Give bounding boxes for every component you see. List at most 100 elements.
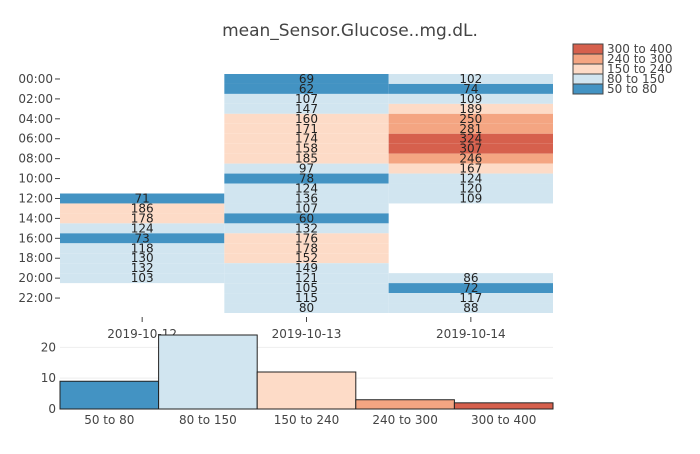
heatmap-cell: [224, 93, 389, 104]
legend-label: 300 to 400: [607, 42, 672, 56]
heatmap-cell-label: 158: [295, 142, 318, 156]
heatmap-cell: [388, 173, 553, 184]
heatmap-cell: [224, 103, 389, 114]
heatmap-cell: [388, 103, 553, 114]
y-tick-label: 22:00: [18, 291, 53, 305]
heatmap-cell-label: 69: [299, 72, 314, 86]
heatmap-cell-label: 78: [299, 172, 314, 186]
heatmap-cell-label: 118: [131, 241, 154, 255]
heatmap-cell-label: 103: [131, 271, 154, 285]
heatmap-cell-label: 132: [295, 221, 318, 235]
heatmap-cell: [388, 283, 553, 294]
heatmap-cell: [388, 193, 553, 204]
heatmap-cell: [224, 163, 389, 174]
heatmap-cell: [224, 293, 389, 304]
heatmap-cell: [60, 223, 225, 234]
y-tick-label: 06:00: [18, 132, 53, 146]
bar-x-tick-label: 150 to 240: [274, 413, 339, 427]
bar-x-tick-label: 300 to 400: [471, 413, 536, 427]
heatmap-cell-label: 246: [459, 152, 482, 166]
x-tick-label: 2019-10-13: [272, 327, 342, 341]
heatmap-cell: [224, 203, 389, 214]
heatmap-cell: [224, 263, 389, 274]
heatmap-cell: [224, 283, 389, 294]
heatmap-cell-label: 71: [135, 191, 150, 205]
heatmap-cell-label: 102: [459, 72, 482, 86]
heatmap-cell-label: 109: [459, 191, 482, 205]
heatmap-cell: [224, 183, 389, 194]
heatmap-cell-label: 72: [463, 281, 478, 295]
heatmap-cell-label: 124: [459, 172, 482, 186]
heatmap-cell: [388, 183, 553, 194]
heatmap-cell-label: 250: [459, 112, 482, 126]
bar-x-tick-label: 80 to 150: [179, 413, 237, 427]
heatmap-cell-label: 124: [295, 182, 318, 196]
bar: [256, 371, 357, 410]
heatmap-cell-label: 176: [295, 231, 318, 245]
bar-y-tick-label: 20: [41, 340, 56, 354]
heatmap-cell-label: 121: [295, 271, 318, 285]
heatmap-cell: [60, 263, 225, 274]
heatmap-cell-label: 117: [459, 291, 482, 305]
heatmap-cell-label: 62: [299, 82, 314, 96]
heatmap-cell: [60, 213, 225, 224]
heatmap-cell: [224, 143, 389, 154]
bar-x-tick-label: 240 to 300: [372, 413, 437, 427]
heatmap-cell-label: 74: [463, 82, 478, 96]
heatmap-cell-label: 97: [299, 162, 314, 176]
heatmap-cell: [388, 123, 553, 134]
legend-label: 240 to 300: [607, 52, 672, 66]
heatmap-cell-label: 60: [299, 211, 314, 225]
heatmap-cell: [60, 273, 225, 284]
heatmap-cell: [60, 233, 225, 244]
bar-x-tick-label: 50 to 80: [84, 413, 134, 427]
heatmap-cell: [224, 253, 389, 264]
heatmap-cell: [224, 233, 389, 244]
bar-y-tick-label: 0: [48, 402, 56, 416]
heatmap-cell-label: 281: [459, 122, 482, 136]
heatmap-cell-label: 147: [295, 102, 318, 116]
heatmap-cell-label: 185: [295, 152, 318, 166]
heatmap-cell-label: 109: [459, 92, 482, 106]
bar-y-tick-label: 10: [41, 371, 56, 385]
y-tick-label: 14:00: [18, 211, 53, 225]
heatmap-cell-label: 171: [295, 122, 318, 136]
heatmap-cell-label: 307: [459, 142, 482, 156]
y-tick-label: 04:00: [18, 112, 53, 126]
y-tick-label: 10:00: [18, 172, 53, 186]
heatmap-cell: [388, 93, 553, 104]
bar: [158, 334, 258, 410]
y-tick-label: 18:00: [18, 251, 53, 265]
heatmap-cell: [60, 203, 225, 214]
heatmap-cell-label: 124: [131, 221, 154, 235]
heatmap-cell: [224, 213, 389, 224]
heatmap-cell-label: 73: [135, 231, 150, 245]
heatmap-cell: [224, 123, 389, 134]
heatmap-cell: [224, 223, 389, 234]
heatmap-cell: [388, 74, 553, 84]
legend-swatch: [572, 63, 604, 75]
heatmap-cell-label: 115: [295, 291, 318, 305]
legend-swatch: [572, 53, 604, 65]
legend-label: 150 to 240: [607, 62, 672, 76]
heatmap-cell: [224, 193, 389, 204]
legend-swatch: [572, 43, 604, 55]
y-tick-label: 20:00: [18, 271, 53, 285]
heatmap-cell: [224, 243, 389, 254]
bar: [355, 399, 455, 410]
y-tick-label: 00:00: [18, 72, 53, 86]
heatmap-cell: [224, 113, 389, 124]
heatmap-layer: 69 102 62 74 107 109 147 189 160 250 171 281 174 324 1…: [60, 72, 553, 315]
heatmap-cell: [388, 293, 553, 304]
y-tick-label: 02:00: [18, 92, 53, 106]
heatmap-cell: [224, 74, 389, 84]
heatmap-cell: [388, 133, 553, 144]
bar: [59, 380, 160, 410]
heatmap-cell: [224, 133, 389, 144]
heatmap-cell: [224, 273, 389, 284]
heatmap-cell: [388, 153, 553, 164]
heatmap-cell-label: 130: [131, 251, 154, 265]
